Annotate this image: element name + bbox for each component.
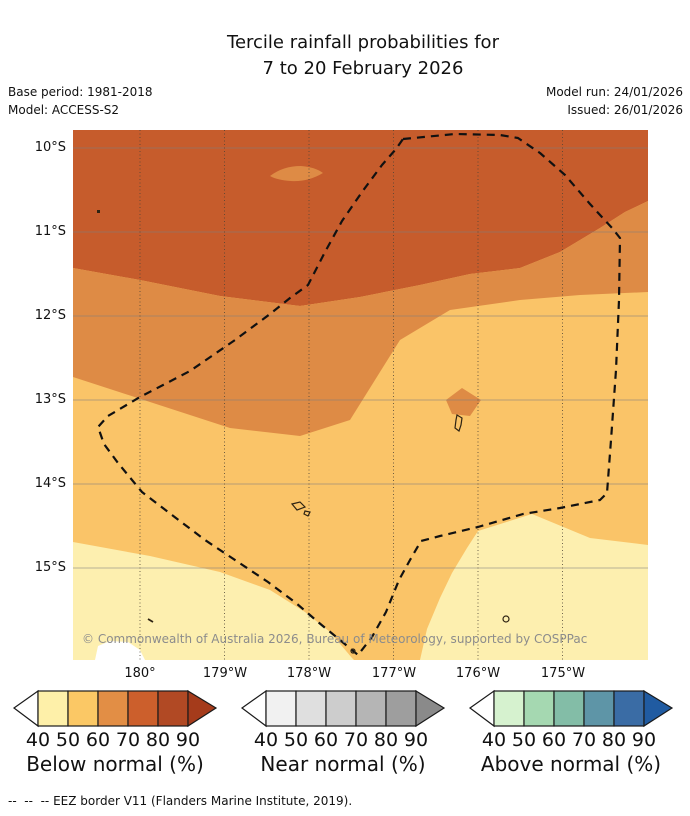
colorbar-right-arrow xyxy=(643,689,674,728)
small-islet-dot xyxy=(97,210,100,213)
colorbar-ticks: 40 50 60 70 80 90 xyxy=(456,729,686,751)
niuafoou-atoll xyxy=(502,615,510,623)
colorbar-segment xyxy=(523,690,555,727)
colorbar-left-arrow xyxy=(468,689,495,728)
tick-label: 60 xyxy=(313,729,339,751)
tick-label: 70 xyxy=(343,729,369,751)
tick-label: 60 xyxy=(85,729,111,751)
lat-tick-13s: 13°S xyxy=(34,392,66,407)
colorbar-segment xyxy=(37,690,69,727)
colorbar-ticks: 40 50 60 70 80 90 xyxy=(228,729,458,751)
band-40-50-east xyxy=(420,514,648,660)
title-line-2: 7 to 20 February 2026 xyxy=(262,58,464,79)
grid-vertical xyxy=(139,130,563,660)
map-canvas: © Commonwealth of Australia 2026, Bureau… xyxy=(73,130,648,660)
base-period-text: Base period: 1981-2018 xyxy=(8,85,153,99)
band-70-80 xyxy=(73,130,648,306)
lon-tick-176w: 176°W xyxy=(455,666,501,681)
tick-label: 40 xyxy=(25,729,51,751)
colorbar-segment xyxy=(97,690,129,727)
tick-label: 50 xyxy=(283,729,309,751)
legend-title-near: Near normal (%) xyxy=(260,752,426,776)
tick-label: 90 xyxy=(403,729,429,751)
lon-tick-179w: 179°W xyxy=(202,666,248,681)
island-outlines xyxy=(97,210,510,654)
band-60-70-wallis-patch xyxy=(446,388,481,416)
grid-horizontal xyxy=(73,147,648,569)
tick-label: 50 xyxy=(55,729,81,751)
band-60-70 xyxy=(73,201,648,436)
tick-label: 90 xyxy=(631,729,657,751)
eez-note-text: EEZ border V11 (Flanders Marine Institut… xyxy=(49,794,353,808)
lon-tick-178w: 178°W xyxy=(286,666,332,681)
copyright-text: © Commonwealth of Australia 2026, Bureau… xyxy=(82,632,588,646)
colorbar-segment xyxy=(127,690,159,727)
colorbar-segment xyxy=(295,690,327,727)
tick-label: 80 xyxy=(601,729,627,751)
tick-label: 80 xyxy=(373,729,399,751)
issued-text: Issued: 26/01/2026 xyxy=(567,103,683,117)
band-60-70-lens xyxy=(270,166,323,182)
tick-label: 80 xyxy=(145,729,171,751)
tick-label: 40 xyxy=(481,729,507,751)
tick-label: 50 xyxy=(511,729,537,751)
lat-tick-12s: 12°S xyxy=(34,308,66,323)
south-vertex-islet xyxy=(350,648,356,654)
band-40-50-west xyxy=(73,542,354,660)
colorbar-segment xyxy=(265,690,297,727)
eez-footer-note: -- -- -- EEZ border V11 (Flanders Marine… xyxy=(8,794,352,808)
colorbar-segment xyxy=(325,690,357,727)
meta-right: Model run: 24/01/2026 Issued: 26/01/2026 xyxy=(546,83,683,119)
wallis-island xyxy=(454,414,463,432)
colorbar-segment xyxy=(157,690,189,727)
colorbar-segment xyxy=(493,690,525,727)
colorbar-left-arrow xyxy=(12,689,39,728)
lat-tick-11s: 11°S xyxy=(34,224,66,239)
colorbar-segment xyxy=(385,690,417,727)
colorbar-right-arrow xyxy=(187,689,218,728)
lat-tick-14s: 14°S xyxy=(34,476,66,491)
rainfall-probability-map xyxy=(73,130,648,660)
alofi-island xyxy=(303,510,311,517)
lon-tick-175w: 175°W xyxy=(540,666,586,681)
tick-label: 60 xyxy=(541,729,567,751)
futuna-island xyxy=(290,501,307,511)
tick-label: 70 xyxy=(115,729,141,751)
page-title: Tercile rainfall probabilities for 7 to … xyxy=(36,30,690,82)
eez-dash-symbol: -- -- -- xyxy=(8,794,50,808)
colorbar-segment xyxy=(553,690,585,727)
title-line-1: Tercile rainfall probabilities for xyxy=(227,32,499,53)
lat-tick-10s: 10°S xyxy=(34,140,66,155)
tick-label: 90 xyxy=(175,729,201,751)
colorbar-segment xyxy=(613,690,645,727)
lon-tick-180: 180° xyxy=(124,666,156,681)
legend-title-above: Above normal (%) xyxy=(480,752,662,776)
tick-label: 40 xyxy=(253,729,279,751)
model-text: Model: ACCESS-S2 xyxy=(8,103,120,117)
colorbar-below-normal xyxy=(12,689,218,728)
colorbar-left-arrow xyxy=(240,689,267,728)
colorbar-near-normal xyxy=(240,689,446,728)
tick-label: 70 xyxy=(571,729,597,751)
colorbar-segment xyxy=(583,690,615,727)
colorbar-segment xyxy=(67,690,99,727)
colorbar-ticks: 40 50 60 70 80 90 xyxy=(0,729,230,751)
legend-title-below: Below normal (%) xyxy=(26,752,204,776)
meta-left: Base period: 1981-2018 Model: ACCESS-S2 xyxy=(8,83,153,119)
band-below-40 xyxy=(95,641,145,660)
colorbar-right-arrow xyxy=(415,689,446,728)
lat-tick-15s: 15°S xyxy=(34,560,66,575)
model-run-text: Model run: 24/01/2026 xyxy=(545,85,683,99)
small-islet-dash xyxy=(147,618,154,623)
colorbar-segment xyxy=(355,690,387,727)
eez-border-line xyxy=(96,132,622,657)
lon-tick-177w: 177°W xyxy=(371,666,417,681)
colorbar-above-normal xyxy=(468,689,674,728)
